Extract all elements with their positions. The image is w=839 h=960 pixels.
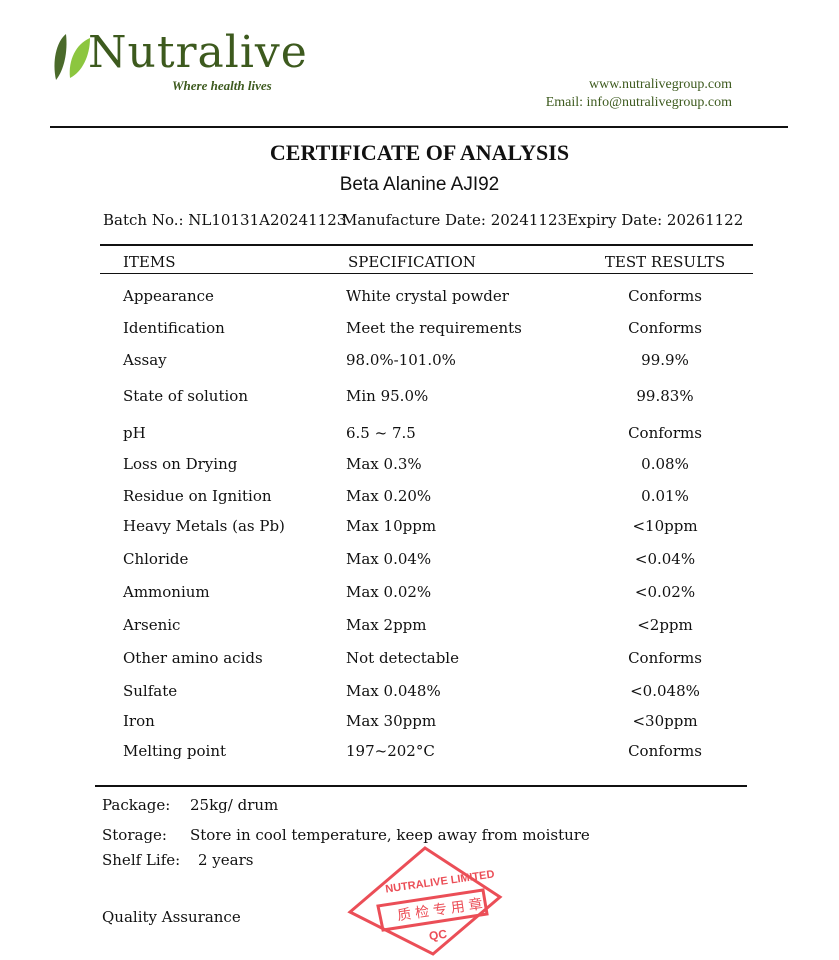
quality-assurance: Quality Assurance <box>102 908 241 926</box>
test-result: Conforms <box>628 742 702 760</box>
stamp-qc: QC <box>428 926 448 944</box>
shelf-life-value: 2 years <box>198 851 254 869</box>
expiry-date: Expiry Date: 20261122 <box>567 211 744 229</box>
item-name: Other amino acids <box>123 649 263 667</box>
specification: 6.5 ~ 7.5 <box>346 424 416 442</box>
test-result: 0.01% <box>641 487 689 505</box>
item-name: Loss on Drying <box>123 455 238 473</box>
shelf-life-label: Shelf Life: <box>102 851 181 869</box>
test-result: 0.08% <box>641 455 689 473</box>
test-result: <30ppm <box>632 712 698 730</box>
item-name: Ammonium <box>123 583 210 601</box>
specification: Max 0.20% <box>346 487 432 505</box>
specification: 197~202°C <box>346 742 435 760</box>
website: www.nutralivegroup.com <box>589 77 732 92</box>
test-result: <0.02% <box>634 583 696 601</box>
specification: Not detectable <box>346 649 459 667</box>
specification: Max 10ppm <box>346 517 437 535</box>
col-specification: SPECIFICATION <box>348 253 476 271</box>
specification: Meet the requirements <box>346 319 522 337</box>
email: Email: info@nutralivegroup.com <box>545 95 732 110</box>
item-name: Chloride <box>123 550 189 568</box>
divider <box>50 126 788 128</box>
specification: Max 2ppm <box>346 616 427 634</box>
test-result: 99.83% <box>636 387 694 405</box>
item-name: Sulfate <box>123 682 178 700</box>
page-title: CERTIFICATE OF ANALYSIS <box>269 140 570 165</box>
table-top-border <box>100 244 753 246</box>
item-name: Melting point <box>123 742 227 760</box>
storage-value: Store in cool temperature, keep away fro… <box>190 826 590 844</box>
test-result: Conforms <box>628 287 702 305</box>
item-name: Assay <box>123 351 167 369</box>
item-name: Heavy Metals (as Pb) <box>123 517 285 535</box>
test-result: Conforms <box>628 649 702 667</box>
item-name: Appearance <box>123 287 214 305</box>
logo-text: Nutralive <box>88 27 308 78</box>
table-bottom-border <box>95 785 747 787</box>
item-name: Identification <box>123 319 225 337</box>
manufacture-date: Manufacture Date: 20241123 <box>342 211 568 229</box>
specification: Min 95.0% <box>346 387 429 405</box>
item-name: Iron <box>123 712 155 730</box>
test-result: <2ppm <box>637 616 693 634</box>
specification: Max 0.048% <box>346 682 441 700</box>
specification: 98.0%-101.0% <box>346 351 456 369</box>
leaf-logo-icon <box>54 34 90 80</box>
header-divider <box>100 273 753 274</box>
batch-no: Batch No.: NL10131A20241123 <box>103 211 347 229</box>
item-name: Residue on Ignition <box>123 487 272 505</box>
storage-label: Storage: <box>102 826 167 844</box>
test-result: <0.048% <box>630 682 700 700</box>
item-name: State of solution <box>123 387 248 405</box>
specification: Max 0.02% <box>346 583 432 601</box>
package-label: Package: <box>102 796 171 814</box>
col-items: ITEMS <box>123 253 176 271</box>
test-result: <10ppm <box>632 517 698 535</box>
test-result: <0.04% <box>634 550 696 568</box>
test-result: Conforms <box>628 424 702 442</box>
specification: Max 0.3% <box>346 455 422 473</box>
qc-stamp: NUTRALIVE LIMITED 质检专用章 QC <box>345 842 505 957</box>
specification: Max 0.04% <box>346 550 432 568</box>
item-name: pH <box>123 424 146 442</box>
col-test-results: TEST RESULTS <box>604 253 726 271</box>
tagline: Where health lives <box>172 78 272 93</box>
test-result: Conforms <box>628 319 702 337</box>
specification: Max 30ppm <box>346 712 437 730</box>
test-result: 99.9% <box>641 351 689 369</box>
specification: White crystal powder <box>346 287 509 305</box>
item-name: Arsenic <box>123 616 181 634</box>
package-value: 25kg/ drum <box>190 796 279 814</box>
product-name: Beta Alanine AJI92 <box>339 174 500 195</box>
